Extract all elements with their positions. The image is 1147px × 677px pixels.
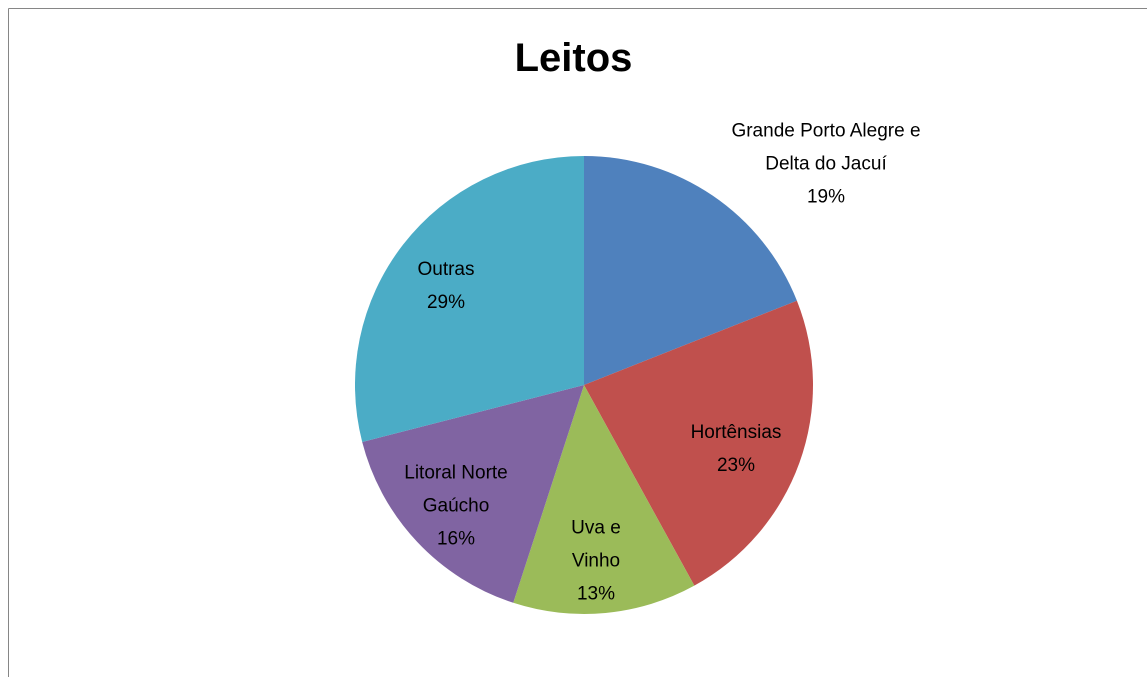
pie-slice <box>584 300 814 586</box>
slice-label: Hortênsias 23% <box>661 416 811 482</box>
pie-slice <box>584 156 797 385</box>
slice-label: Grande Porto Alegre e Delta do Jacuí 19% <box>726 115 926 214</box>
value-label: 16% <box>436 528 476 550</box>
value-label: 13% <box>576 583 616 605</box>
category-label: Grande Porto Alegre e Delta do Jacuí <box>731 120 921 175</box>
value-label: 23% <box>716 455 756 476</box>
pie-slice <box>362 385 584 603</box>
value-label: 19% <box>806 186 846 208</box>
slice-label: Outras 29% <box>386 253 506 319</box>
category-label: Uva e Vinho <box>571 517 621 572</box>
category-label: Litoral Norte Gaúcho <box>404 462 508 517</box>
pie-slice <box>354 156 584 442</box>
chart-title: Leitos <box>514 36 633 80</box>
category-label: Outras <box>417 259 475 280</box>
pie-slice <box>513 385 695 615</box>
value-label: 29% <box>426 292 466 313</box>
slice-label: Uva e Vinho 13% <box>556 512 636 611</box>
slice-label: Litoral Norte Gaúcho 16% <box>386 457 526 556</box>
category-label: Hortênsias <box>690 422 782 443</box>
